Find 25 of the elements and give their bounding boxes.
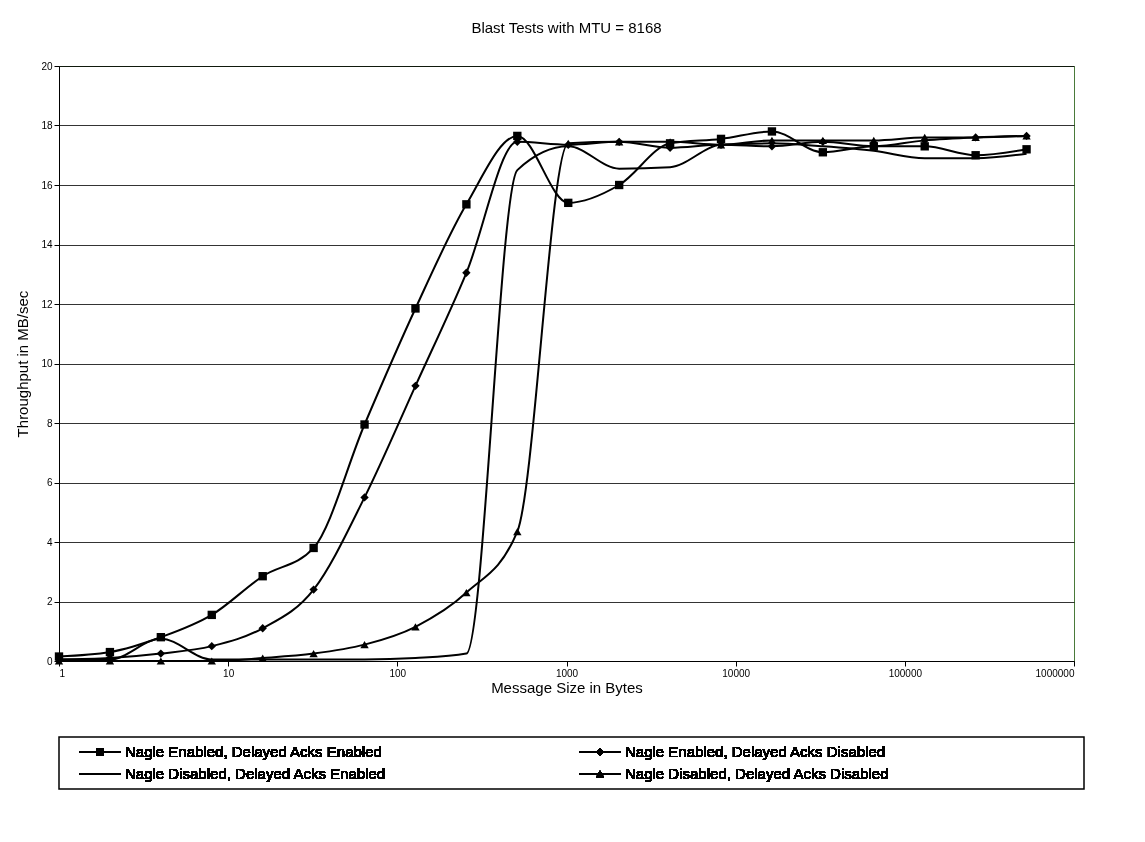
y-tick-label: 6 bbox=[46, 477, 53, 488]
y-tick-label: 0 bbox=[46, 655, 53, 667]
x-tick-label: 1 bbox=[59, 667, 66, 679]
y-tick-label: 18 bbox=[41, 120, 53, 131]
legend-label: Nagle Disabled, Delayed Acks Enabled bbox=[125, 765, 386, 782]
x-tick-label: 10000 bbox=[722, 667, 751, 679]
y-tick-label: 10 bbox=[41, 358, 53, 369]
y-tick-label: 8 bbox=[46, 417, 53, 429]
x-axis-title: Message Size in Bytes bbox=[491, 678, 643, 696]
chart-title: Blast Tests with MTU = 8168 bbox=[471, 19, 662, 36]
x-tick-label: 100000 bbox=[888, 667, 923, 679]
y-tick-label: 20 bbox=[41, 60, 53, 72]
y-tick-label: 16 bbox=[41, 179, 53, 191]
y-tick-label: 12 bbox=[41, 298, 53, 310]
x-tick-label: 10 bbox=[223, 667, 235, 679]
x-tick-label: 100 bbox=[389, 667, 407, 679]
y-tick-label: 14 bbox=[41, 239, 53, 250]
x-tick-label: 1000 bbox=[555, 667, 579, 679]
legend-label: Nagle Enabled, Delayed Acks Enabled bbox=[125, 743, 382, 760]
legend-label: Nagle Disabled, Delayed Acks Disabled bbox=[625, 765, 889, 782]
x-tick-label: 1000000 bbox=[1035, 667, 1075, 679]
legend-label: Nagle Enabled, Delayed Acks Disabled bbox=[625, 743, 886, 760]
y-axis-title: Throughput in MB/sec bbox=[14, 290, 32, 438]
y-tick-label: 4 bbox=[46, 536, 53, 548]
y-tick-label: 2 bbox=[46, 596, 53, 607]
